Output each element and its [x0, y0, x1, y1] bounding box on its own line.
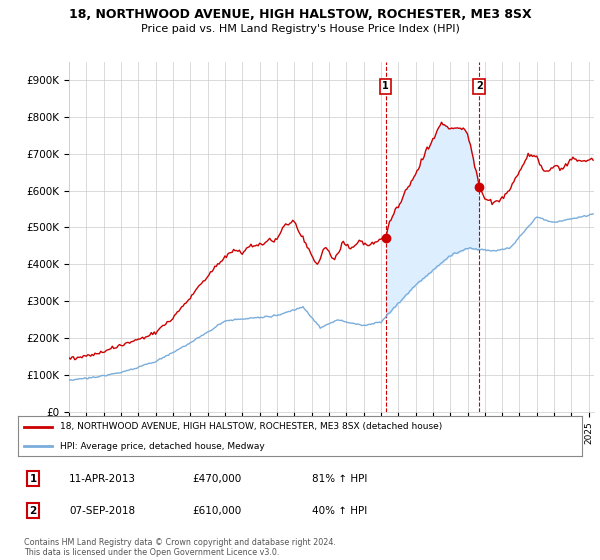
Text: 2: 2 [29, 506, 37, 516]
Text: 2: 2 [476, 81, 482, 91]
Text: 11-APR-2013: 11-APR-2013 [69, 474, 136, 484]
Text: 81% ↑ HPI: 81% ↑ HPI [312, 474, 367, 484]
Text: 07-SEP-2018: 07-SEP-2018 [69, 506, 135, 516]
Text: 18, NORTHWOOD AVENUE, HIGH HALSTOW, ROCHESTER, ME3 8SX (detached house): 18, NORTHWOOD AVENUE, HIGH HALSTOW, ROCH… [60, 422, 443, 431]
Text: £610,000: £610,000 [192, 506, 241, 516]
Text: Price paid vs. HM Land Registry's House Price Index (HPI): Price paid vs. HM Land Registry's House … [140, 24, 460, 34]
Text: £470,000: £470,000 [192, 474, 241, 484]
Text: 40% ↑ HPI: 40% ↑ HPI [312, 506, 367, 516]
Text: 1: 1 [382, 81, 389, 91]
Text: 1: 1 [29, 474, 37, 484]
Text: 18, NORTHWOOD AVENUE, HIGH HALSTOW, ROCHESTER, ME3 8SX: 18, NORTHWOOD AVENUE, HIGH HALSTOW, ROCH… [68, 8, 532, 21]
Text: HPI: Average price, detached house, Medway: HPI: Average price, detached house, Medw… [60, 442, 265, 451]
Text: Contains HM Land Registry data © Crown copyright and database right 2024.
This d: Contains HM Land Registry data © Crown c… [24, 538, 336, 557]
